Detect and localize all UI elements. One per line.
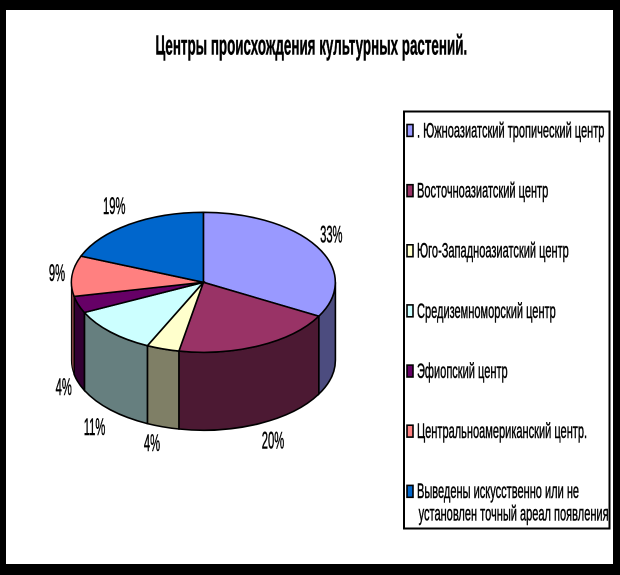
svg-text:19%: 19%: [103, 192, 125, 219]
svg-text:11%: 11%: [84, 413, 106, 440]
svg-text:33%: 33%: [320, 221, 342, 248]
svg-text:установлен точный ареал появле: установлен точный ареал появления: [419, 500, 609, 525]
svg-text:Эфиопский центр: Эфиопский центр: [417, 358, 508, 383]
svg-text:Центральноамериканский центр.: Центральноамериканский центр.: [417, 418, 587, 443]
svg-text:. Южноазиатский тропический це: . Южноазиатский тропический центр: [417, 117, 604, 142]
svg-text:Юго-Западноазиатский центр: Юго-Западноазиатский центр: [417, 237, 569, 262]
svg-text:4%: 4%: [56, 373, 72, 400]
svg-text:Средиземноморский центр: Средиземноморский центр: [417, 298, 556, 323]
svg-text:Восточноазиатский центр: Восточноазиатский центр: [417, 177, 548, 202]
svg-text:Выведены искусственно или не: Выведены искусственно или не: [417, 478, 579, 503]
svg-text:Центры происхождения культурны: Центры происхождения культурных растений…: [155, 29, 467, 61]
svg-text:20%: 20%: [262, 427, 284, 454]
svg-text:9%: 9%: [49, 259, 65, 286]
svg-text:4%: 4%: [144, 429, 160, 456]
